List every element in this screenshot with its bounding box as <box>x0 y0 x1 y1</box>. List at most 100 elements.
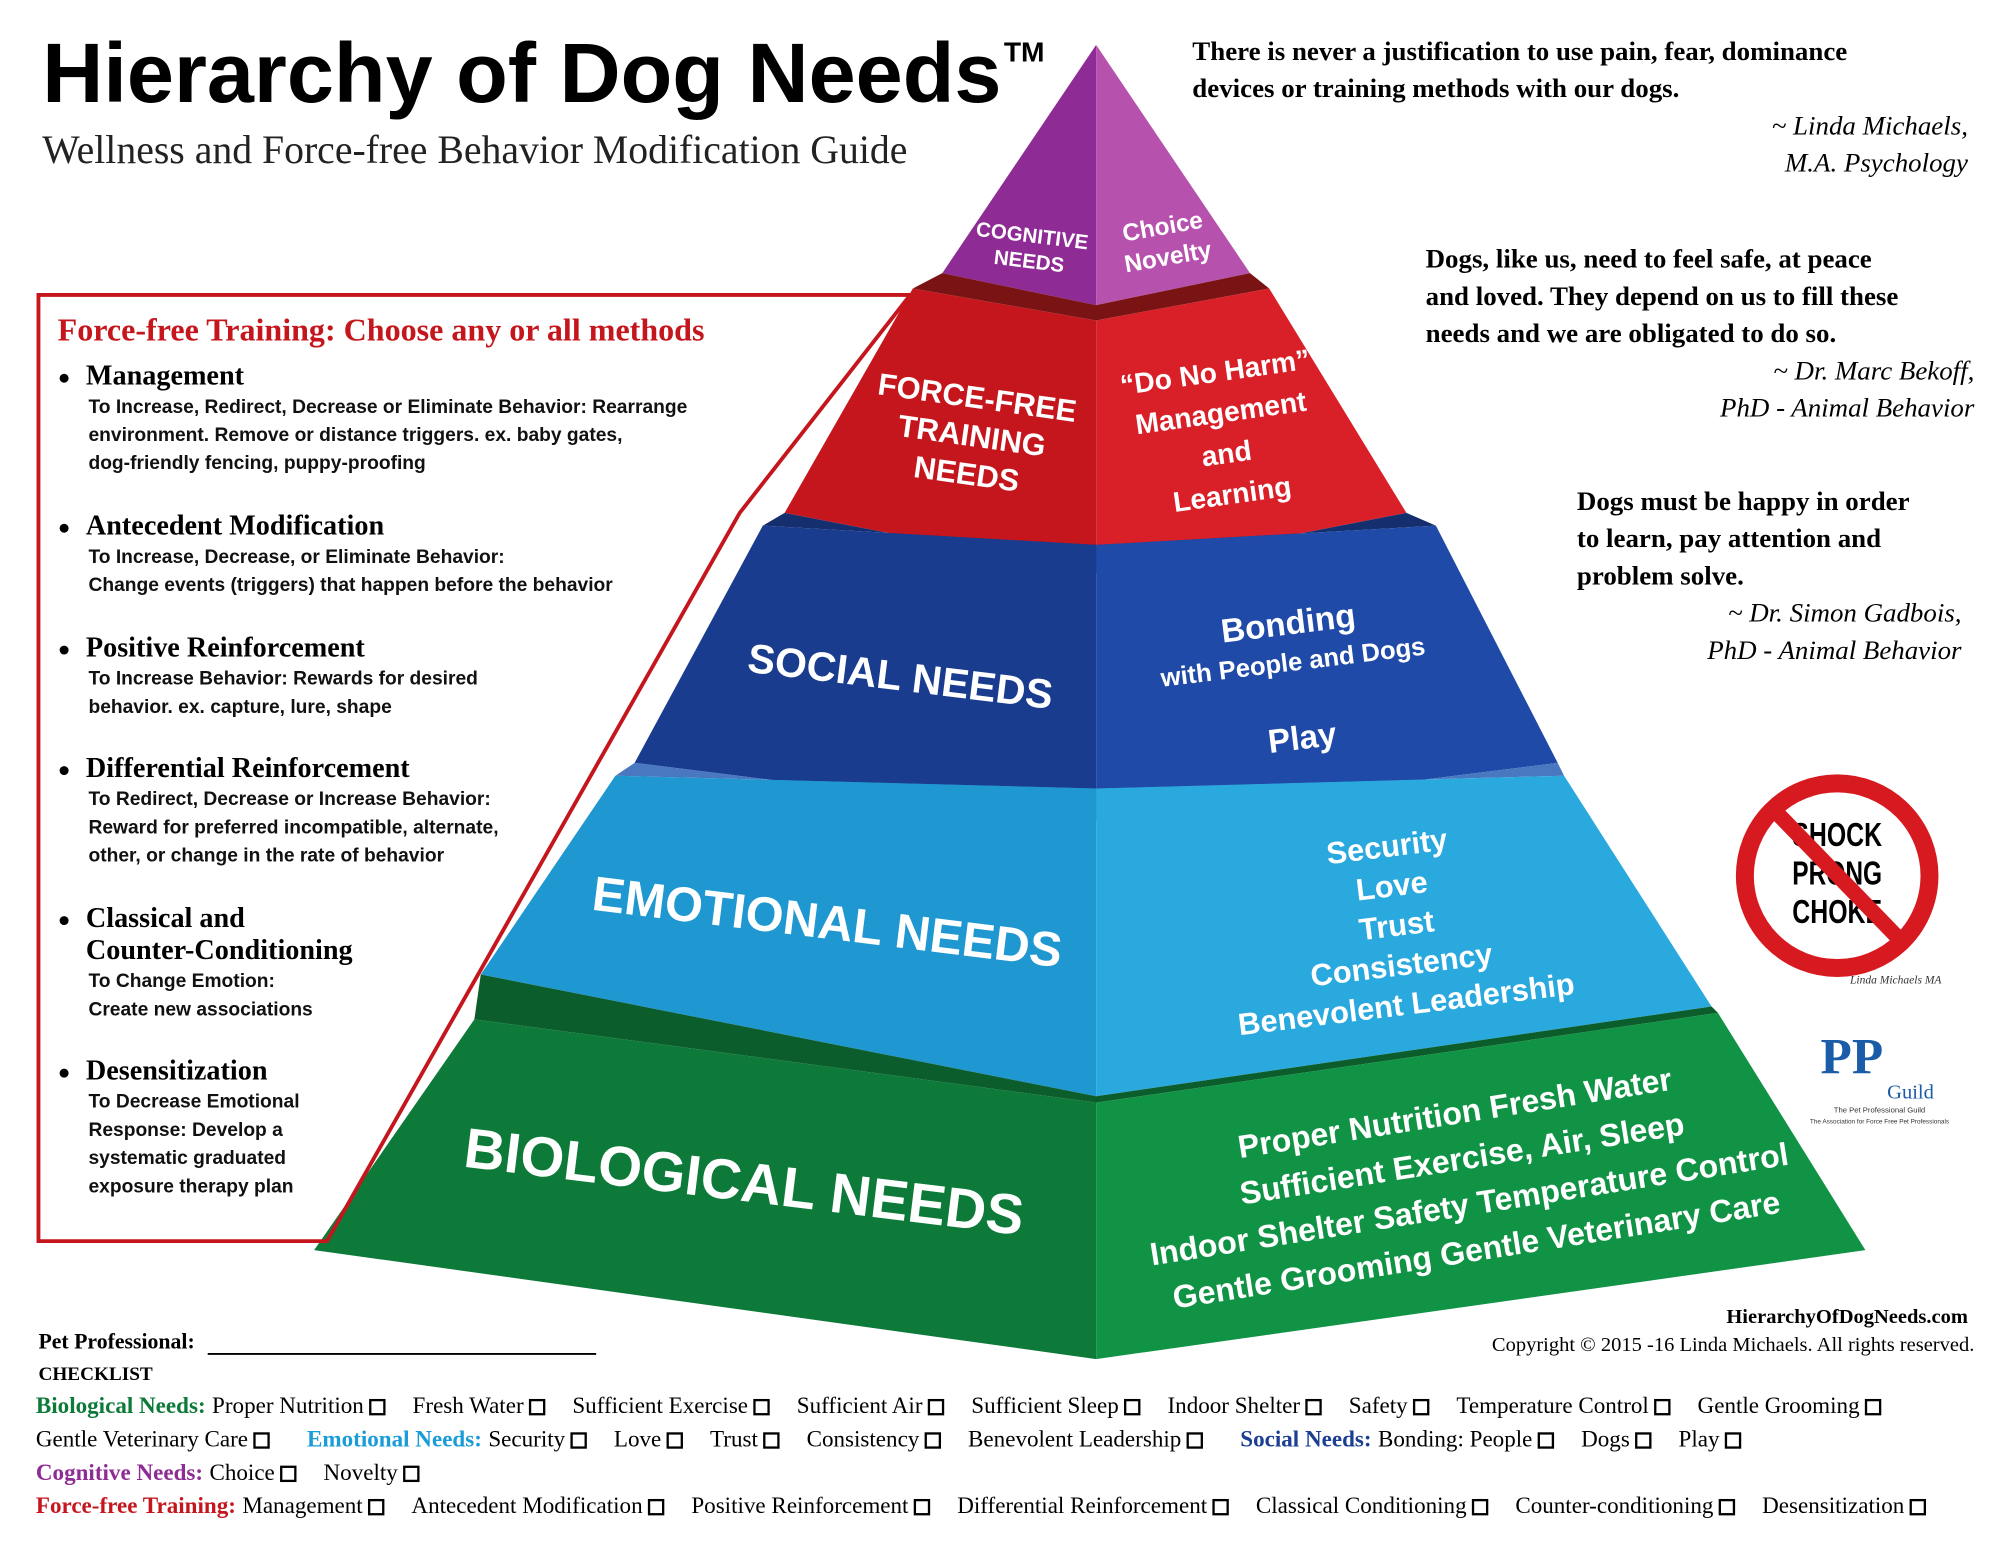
checklist-item: Temperature Control <box>1456 1392 1648 1418</box>
checklist-item: Love <box>614 1425 661 1451</box>
checklist-item: Counter-conditioning <box>1515 1492 1714 1518</box>
checklist-item: Differential Reinforcement <box>957 1492 1208 1518</box>
method-description: Response: Develop a <box>88 1120 283 1141</box>
bullet <box>59 916 69 926</box>
method-name: Differential Reinforcement <box>86 753 410 784</box>
checklist-item: Dogs <box>1581 1425 1630 1451</box>
tier-face <box>1096 1012 1866 1360</box>
quote-line: to learn, pay attention and <box>1577 523 1881 553</box>
tier-edge <box>474 974 1718 1103</box>
checklist-item: Benevolent Leadership <box>968 1425 1181 1451</box>
checklist-item: Sufficient Exercise <box>572 1392 748 1418</box>
quote-attribution: ~ Dr. Marc Bekoff, <box>1773 355 1974 385</box>
checklist-group-label: Social Needs: <box>1240 1425 1371 1451</box>
bullet <box>59 766 69 776</box>
checkbox[interactable] <box>570 1432 587 1449</box>
no-shock-badge: SHOCKPRONGCHOKE <box>1735 774 1939 978</box>
checklist-group-label: Force-free Training: <box>36 1492 236 1518</box>
checkbox[interactable] <box>1186 1432 1203 1449</box>
tier-face <box>1096 44 1250 306</box>
method-description: Reward for preferred incompatible, alter… <box>88 817 498 838</box>
checklist-title: CHECKLIST <box>38 1364 152 1385</box>
logo-subline: The Association for Force Free Pet Profe… <box>1810 1119 1949 1126</box>
bullet <box>59 523 69 533</box>
quote-attribution: ~ Dr. Simon Gadbois, <box>1728 598 1962 628</box>
logo-mark: PP <box>1821 1028 1884 1085</box>
checklist-item: Play <box>1679 1425 1720 1451</box>
checkbox[interactable] <box>367 1498 385 1516</box>
checklist-item: Gentle Veterinary Care <box>36 1425 248 1451</box>
website: HierarchyOfDogNeeds.com <box>1726 1306 1968 1328</box>
quote-attribution: ~ Linda Michaels, <box>1772 110 1968 140</box>
trademark: TM <box>1004 35 1045 67</box>
checkbox[interactable] <box>1864 1398 1882 1416</box>
checklist-group-label: Emotional Needs: <box>307 1425 482 1451</box>
checklist-item: Management <box>242 1492 363 1518</box>
bullet <box>59 645 69 655</box>
method-description: To Increase Behavior: Rewards for desire… <box>88 669 477 690</box>
checkbox[interactable] <box>1124 1398 1141 1416</box>
checkbox[interactable] <box>1718 1498 1736 1516</box>
copyright: Copyright © 2015 -16 Linda Michaels. All… <box>1492 1334 1974 1356</box>
checkbox[interactable] <box>1724 1432 1742 1449</box>
tier-item: Love <box>1354 864 1430 907</box>
tier-face <box>1096 288 1407 574</box>
checkbox[interactable] <box>1537 1432 1555 1449</box>
checkbox[interactable] <box>927 1398 945 1416</box>
checklist-item: Positive Reinforcement <box>691 1492 909 1518</box>
checkbox[interactable] <box>666 1432 683 1449</box>
checkbox[interactable] <box>369 1398 386 1416</box>
logo-name: Guild <box>1887 1081 1934 1103</box>
checkbox[interactable] <box>924 1432 942 1449</box>
checklist-item: Indoor Shelter <box>1167 1392 1300 1418</box>
training-frame <box>36 292 915 1244</box>
checkbox[interactable] <box>1909 1498 1926 1516</box>
tier-face <box>784 288 1097 574</box>
checkbox[interactable] <box>528 1398 546 1416</box>
method-description: exposure therapy plan <box>88 1176 293 1197</box>
checklist-item: Bonding: People <box>1378 1425 1532 1451</box>
checkbox[interactable] <box>1635 1432 1652 1449</box>
checkbox[interactable] <box>1654 1398 1671 1416</box>
quote-attribution: PhD - Animal Behavior <box>1706 635 1962 665</box>
checklist-group-label: Biological Needs: <box>36 1392 206 1418</box>
checkbox[interactable] <box>1212 1498 1229 1516</box>
checkbox[interactable] <box>1471 1498 1489 1516</box>
method-name: Counter-Conditioning <box>86 935 353 966</box>
checkbox[interactable] <box>913 1498 931 1516</box>
checkbox[interactable] <box>253 1432 270 1449</box>
checklist-item: Consistency <box>807 1425 920 1451</box>
tier-edge <box>912 273 1270 321</box>
checklist-item: Desensitization <box>1762 1492 1905 1518</box>
checkbox[interactable] <box>280 1465 297 1483</box>
quote-line: problem solve. <box>1577 560 1744 590</box>
checkbox[interactable] <box>1305 1398 1322 1416</box>
method-name: Classical and <box>86 903 245 934</box>
quote-attribution: M.A. Psychology <box>1784 148 1968 178</box>
checkbox[interactable] <box>1412 1398 1430 1416</box>
checklist-item: Sufficient Sleep <box>971 1392 1119 1418</box>
method-description: To Redirect, Decrease or Increase Behavi… <box>88 789 490 810</box>
method-description: To Increase, Redirect, Decrease or Elimi… <box>88 397 687 418</box>
checklist-item: Sufficient Air <box>797 1392 923 1418</box>
checklist-item: Novelty <box>324 1459 399 1485</box>
checkbox[interactable] <box>753 1398 770 1416</box>
tier-face <box>634 525 1097 821</box>
checkbox[interactable] <box>763 1432 780 1449</box>
checklist-item: Fresh Water <box>413 1392 524 1418</box>
tier-face <box>314 1019 1097 1360</box>
checklist-group-label: Cognitive Needs: <box>36 1459 203 1485</box>
method-name: Positive Reinforcement <box>86 633 366 664</box>
pet-professional-label: Pet Professional: <box>38 1330 194 1354</box>
checkbox[interactable] <box>403 1465 420 1483</box>
checklist-item: Security <box>488 1425 565 1451</box>
method-description: behavior. ex. capture, lure, shape <box>88 697 392 718</box>
quote-line: Dogs must be happy in order <box>1577 486 1910 516</box>
checklist-item: Trust <box>710 1425 758 1451</box>
checkbox[interactable] <box>647 1498 665 1516</box>
method-name: Antecedent Modification <box>86 511 385 542</box>
